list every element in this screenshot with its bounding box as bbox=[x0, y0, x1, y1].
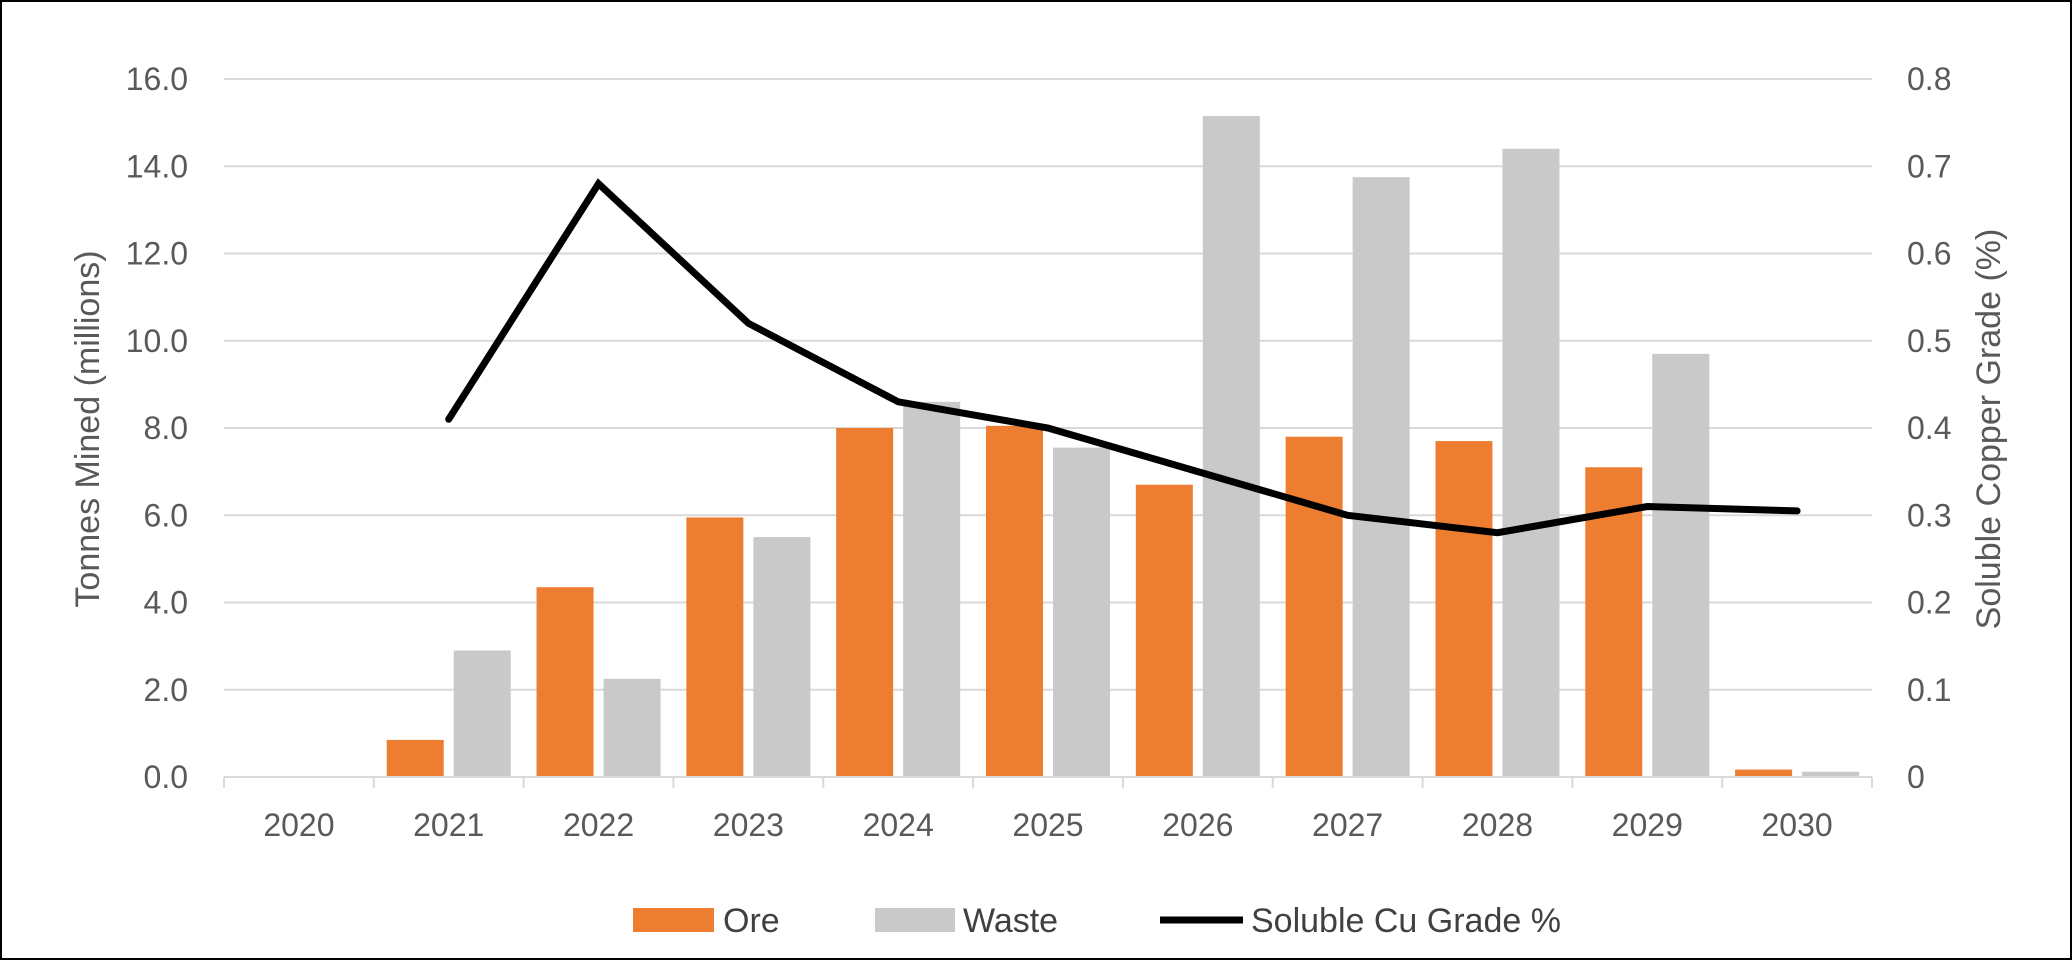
legend-grade-label: Soluble Cu Grade % bbox=[1251, 902, 1561, 940]
legend-ore-label: Ore bbox=[723, 902, 780, 940]
bar-ore-2027 bbox=[1285, 436, 1343, 777]
right-axis-title: Soluble Copper Grade (%) bbox=[1970, 229, 2008, 630]
legend-waste-swatch bbox=[875, 908, 955, 932]
left-tick-label: 6.0 bbox=[144, 497, 188, 533]
grade-line bbox=[445, 178, 1801, 537]
bar-ore-2021 bbox=[386, 739, 444, 777]
bar-ore-2024 bbox=[836, 428, 894, 777]
grade-line-path bbox=[445, 178, 1801, 537]
bar-ore-2026 bbox=[1135, 484, 1193, 777]
right-tick-label: 0.8 bbox=[1907, 61, 1951, 97]
x-tick-label: 2024 bbox=[863, 807, 934, 843]
right-axis-ticks: 0 0.1 0.2 0.3 0.4 0.5 0.6 0.7 0.8 bbox=[1907, 61, 1951, 795]
x-tick-label: 2026 bbox=[1162, 807, 1233, 843]
bar-waste-2024 bbox=[903, 401, 961, 777]
x-tick-label: 2030 bbox=[1761, 807, 1832, 843]
bar-waste-2021 bbox=[453, 650, 511, 777]
left-tick-label: 8.0 bbox=[144, 410, 188, 446]
left-tick-label: 12.0 bbox=[126, 236, 188, 272]
left-tick-label: 10.0 bbox=[126, 323, 188, 359]
right-tick-label: 0.3 bbox=[1907, 497, 1951, 533]
bar-ore-2022 bbox=[536, 587, 594, 777]
bar-ore-2025 bbox=[986, 425, 1043, 777]
right-tick-label: 0.5 bbox=[1907, 323, 1951, 359]
left-tick-label: 2.0 bbox=[144, 672, 188, 708]
legend: Ore Waste Soluble Cu Grade % bbox=[633, 902, 1561, 940]
bar-waste-2025 bbox=[1053, 447, 1110, 777]
bars bbox=[386, 116, 1860, 778]
bar-waste-2022 bbox=[603, 678, 661, 777]
x-tick-label: 2022 bbox=[563, 807, 634, 843]
right-tick-label: 0.7 bbox=[1907, 148, 1951, 184]
legend-ore-swatch bbox=[633, 908, 714, 932]
left-tick-label: 14.0 bbox=[126, 148, 188, 184]
bar-waste-2028 bbox=[1502, 148, 1560, 778]
bar-waste-2029 bbox=[1652, 353, 1710, 777]
x-tick-label: 2025 bbox=[1012, 807, 1083, 843]
x-tick-label: 2029 bbox=[1612, 807, 1683, 843]
left-tick-label: 4.0 bbox=[144, 585, 188, 621]
bar-waste-2030 bbox=[1802, 771, 1860, 777]
left-axis-title: Tonnes Mined (millions) bbox=[69, 250, 107, 607]
right-tick-label: 0.4 bbox=[1907, 410, 1951, 446]
x-tick-label: 2027 bbox=[1312, 807, 1383, 843]
x-tick-label: 2021 bbox=[413, 807, 484, 843]
left-axis-ticks: 0.0 2.0 4.0 6.0 8.0 10.0 12.0 14.0 16.0 bbox=[126, 61, 188, 795]
bar-ore-2028 bbox=[1435, 441, 1493, 777]
right-tick-label: 0.6 bbox=[1907, 236, 1951, 272]
x-tick-label: 2023 bbox=[713, 807, 784, 843]
right-tick-label: 0.1 bbox=[1907, 672, 1951, 708]
right-tick-label: 0.2 bbox=[1907, 585, 1951, 621]
x-axis-ticks: 2020 2021 2022 2023 2024 2025 2026 2027 2028 2029… bbox=[263, 807, 1832, 843]
x-axis bbox=[223, 776, 1873, 788]
bar-ore-2023 bbox=[686, 517, 744, 777]
bar-waste-2027 bbox=[1352, 177, 1410, 777]
x-tick-label: 2028 bbox=[1462, 807, 1533, 843]
bar-ore-2030 bbox=[1735, 769, 1793, 777]
left-tick-label: 16.0 bbox=[126, 61, 188, 97]
bar-waste-2023 bbox=[753, 537, 811, 777]
legend-waste-label: Waste bbox=[963, 902, 1058, 940]
left-tick-label: 0.0 bbox=[144, 759, 188, 795]
x-tick-label: 2020 bbox=[263, 807, 334, 843]
bar-waste-2026 bbox=[1202, 116, 1260, 778]
right-tick-label: 0 bbox=[1907, 759, 1925, 795]
